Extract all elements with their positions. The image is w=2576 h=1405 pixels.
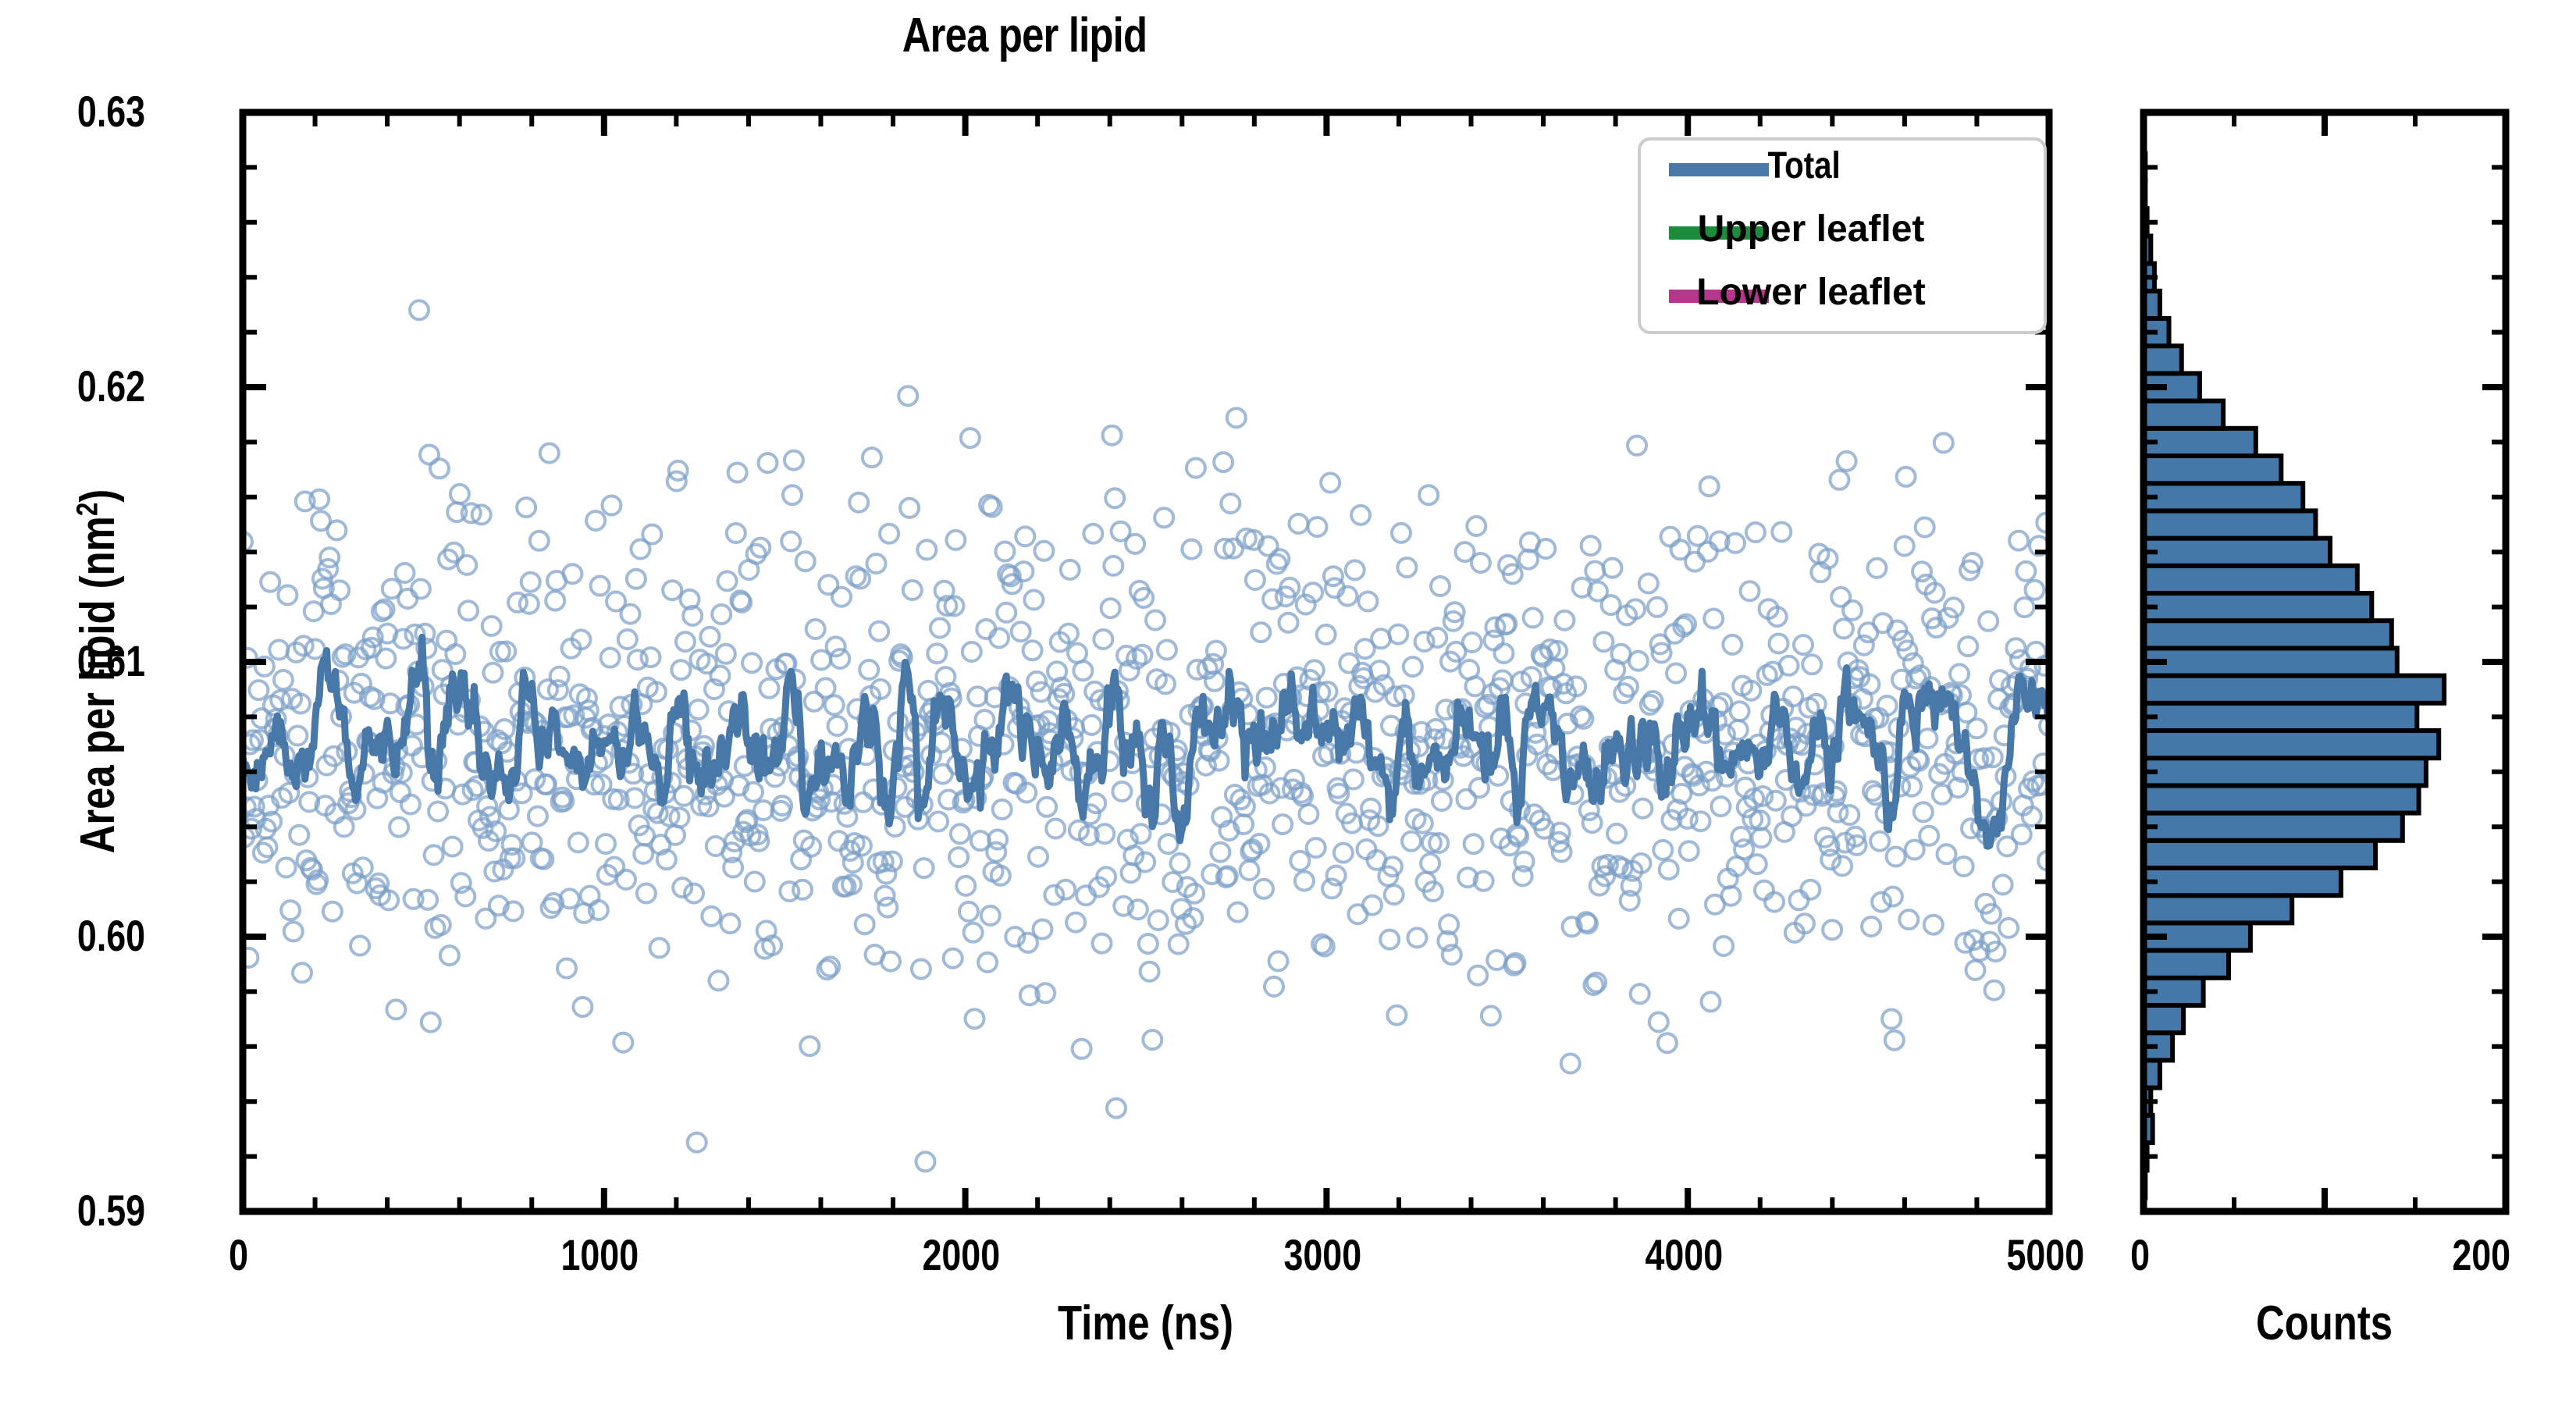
y-tick-label-1: 0.62 — [76, 361, 146, 411]
x-tick-label-2: 2000 — [922, 1230, 1001, 1279]
legend-label-upper-leaflet: Upper leaflet — [1698, 208, 1925, 250]
hist-x-tick-label-1: 200 — [2452, 1230, 2511, 1279]
page-title: Area per lipid — [902, 9, 1147, 62]
running-mean-line — [243, 633, 2049, 850]
x-tick-label-5: 5000 — [2006, 1230, 2085, 1279]
hist-x-axis-label: Counts — [2255, 1297, 2393, 1350]
x-tick-label-3: 3000 — [1283, 1230, 1362, 1279]
histogram-bars — [2144, 151, 2447, 1200]
legend-item-lower-leaflet[interactable]: Lower leaflet — [1669, 272, 1926, 313]
x-tick-label-1: 1000 — [560, 1230, 639, 1279]
legend-label-lower-leaflet: Lower leaflet — [1696, 272, 1925, 313]
y-tick-label-3: 0.60 — [76, 911, 146, 960]
y-tick-label-2: 0.61 — [76, 636, 146, 685]
legend-box — [1638, 137, 2047, 334]
hist-x-tick-label-0: 0 — [2130, 1230, 2151, 1279]
legend-item-total[interactable]: Total — [1669, 145, 1841, 187]
y-tick-label-0: 0.63 — [76, 87, 146, 136]
legend-item-upper-leaflet[interactable]: Upper leaflet — [1669, 208, 1924, 250]
scatter-points — [243, 299, 2049, 1173]
legend-label-total: Total — [1767, 145, 1840, 187]
x-tick-label-0: 0 — [229, 1230, 249, 1279]
x-tick-label-4: 4000 — [1645, 1230, 1724, 1279]
legend-swatch-upper-leaflet — [1669, 226, 1769, 240]
axes-spines-ticks — [239, 108, 2510, 1215]
y-tick-label-4: 0.59 — [76, 1186, 146, 1235]
legend-swatch-lower-leaflet — [1669, 290, 1769, 303]
legend: Total Upper leaflet Lower leaflet — [1638, 137, 2047, 334]
legend-swatch-total — [1669, 163, 1769, 176]
x-axis-label: Time (ns) — [1057, 1297, 1234, 1350]
